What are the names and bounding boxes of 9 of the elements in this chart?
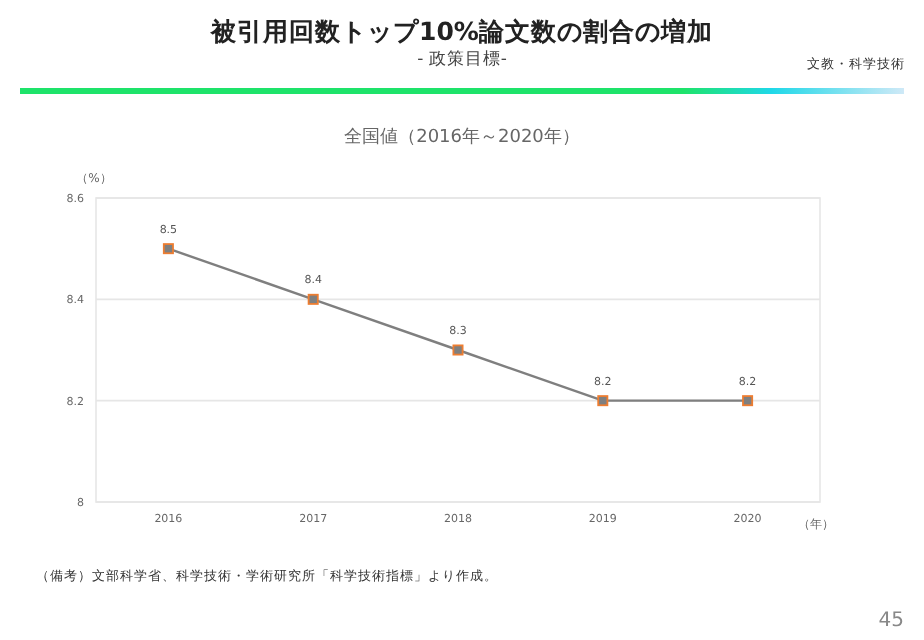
point [452,344,464,356]
chart-title: 被引用回数トップ10%論文数の割合の増加 [209,16,713,46]
point [307,293,319,305]
point [162,243,174,255]
point [742,395,754,407]
text: 45 [878,610,904,632]
chart-subtitle: - 政策目標- [417,48,507,70]
text: 全国値（2016年～2020年） [344,126,580,148]
point [597,395,609,407]
